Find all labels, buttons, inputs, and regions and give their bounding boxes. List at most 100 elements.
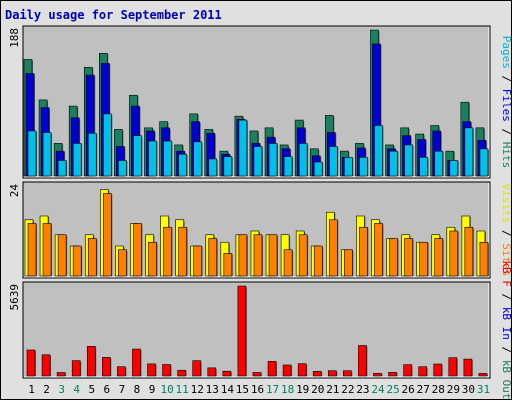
bar-sites-day-8 bbox=[133, 223, 142, 277]
bar-sites-day-26 bbox=[404, 238, 413, 277]
x-tick-day-10: 10 bbox=[160, 383, 173, 396]
bar-kb-f-day-15 bbox=[237, 285, 247, 377]
bar-sites-day-19 bbox=[298, 234, 308, 277]
y-max-label-3: 5639 bbox=[8, 284, 21, 311]
x-tick-day-26: 26 bbox=[402, 383, 415, 396]
bar-sites-day-30 bbox=[464, 226, 474, 277]
x-tick-day-24: 24 bbox=[371, 383, 385, 396]
bar-pages-day-2 bbox=[42, 132, 52, 177]
bar-sites-day-17 bbox=[268, 234, 278, 277]
x-tick-day-17: 17 bbox=[266, 383, 279, 396]
bar-pages-day-31 bbox=[479, 148, 489, 177]
bar-kb-f-day-14 bbox=[222, 370, 232, 377]
bar-pages-day-11 bbox=[178, 153, 187, 177]
bar-sites-day-16 bbox=[253, 234, 263, 277]
x-tick-day-21: 21 bbox=[326, 383, 339, 396]
x-tick-day-20: 20 bbox=[311, 383, 324, 396]
bar-kb-f-day-5 bbox=[86, 346, 96, 377]
bar-pages-day-21 bbox=[328, 146, 338, 177]
legend-part: Hits bbox=[500, 142, 512, 169]
bar-sites-day-15 bbox=[238, 234, 248, 277]
bar-sites-day-10 bbox=[163, 226, 172, 277]
bar-kb-f-day-26 bbox=[403, 364, 412, 377]
bar-pages-day-30 bbox=[464, 127, 474, 177]
bar-sites-day-24 bbox=[374, 223, 383, 277]
x-tick-day-11: 11 bbox=[176, 383, 189, 396]
bar-pages-day-22 bbox=[344, 157, 353, 177]
bar-sites-day-23 bbox=[359, 226, 368, 277]
y-max-label-2: 24 bbox=[8, 184, 21, 198]
bar-pages-day-27 bbox=[419, 157, 428, 177]
series-legend-2: Visits / Sites bbox=[500, 184, 512, 277]
x-tick-day-27: 27 bbox=[417, 383, 430, 396]
bar-sites-day-29 bbox=[449, 230, 459, 277]
x-tick-day-5: 5 bbox=[88, 383, 95, 396]
bar-pages-day-28 bbox=[434, 150, 444, 177]
bar-kb-f-day-24 bbox=[373, 372, 382, 377]
x-tick-day-14: 14 bbox=[221, 383, 235, 396]
legend-part: kB Out bbox=[500, 360, 512, 400]
bar-kb-f-day-12 bbox=[192, 360, 202, 377]
bar-sites-day-3 bbox=[57, 234, 67, 277]
x-tick-day-13: 13 bbox=[206, 383, 219, 396]
x-tick-day-9: 9 bbox=[149, 383, 156, 396]
bar-sites-day-21 bbox=[328, 219, 338, 277]
x-tick-day-31: 31 bbox=[477, 383, 490, 396]
bar-pages-day-9 bbox=[148, 140, 157, 177]
x-tick-day-15: 15 bbox=[236, 383, 249, 396]
x-tick-day-29: 29 bbox=[447, 383, 460, 396]
bar-pages-day-19 bbox=[298, 143, 308, 177]
x-tick-day-28: 28 bbox=[432, 383, 445, 396]
bar-kb-f-day-3 bbox=[56, 372, 66, 377]
bar-kb-f-day-17 bbox=[267, 361, 277, 377]
bar-pages-day-3 bbox=[57, 160, 67, 177]
bar-kb-f-day-4 bbox=[71, 360, 81, 377]
x-tick-day-3: 3 bbox=[58, 383, 65, 396]
legend-part: / bbox=[500, 287, 512, 307]
x-tick-day-22: 22 bbox=[341, 383, 354, 396]
x-tick-day-1: 1 bbox=[28, 383, 35, 396]
legend-part: Sites bbox=[500, 243, 512, 276]
bar-sites-day-4 bbox=[72, 245, 82, 277]
chart-title: Daily usage for September 2011 bbox=[5, 8, 222, 22]
bar-pages-day-5 bbox=[87, 132, 97, 177]
plot-panel-3 bbox=[22, 281, 491, 379]
bar-pages-day-14 bbox=[223, 156, 233, 177]
bar-kb-f-day-16 bbox=[252, 372, 262, 377]
bar-sites-day-11 bbox=[178, 226, 187, 277]
bar-sites-day-25 bbox=[389, 238, 398, 277]
bar-kb-f-day-8 bbox=[132, 348, 141, 377]
bar-pages-day-13 bbox=[208, 158, 218, 177]
legend-part: Pages bbox=[500, 36, 512, 69]
bar-kb-f-day-25 bbox=[388, 372, 397, 377]
bar-pages-day-10 bbox=[163, 140, 172, 177]
bar-sites-day-7 bbox=[118, 249, 127, 277]
bar-sites-day-14 bbox=[223, 253, 233, 277]
bar-pages-day-23 bbox=[359, 157, 368, 177]
x-tick-day-19: 19 bbox=[296, 383, 309, 396]
bar-pages-day-17 bbox=[268, 143, 278, 177]
x-tick-day-7: 7 bbox=[119, 383, 126, 396]
x-tick-day-6: 6 bbox=[104, 383, 111, 396]
x-tick-day-12: 12 bbox=[191, 383, 204, 396]
x-tick-day-16: 16 bbox=[251, 383, 264, 396]
x-tick-day-23: 23 bbox=[356, 383, 369, 396]
bar-pages-day-6 bbox=[103, 113, 112, 177]
bar-kb-f-day-23 bbox=[358, 345, 367, 377]
x-tick-day-8: 8 bbox=[134, 383, 141, 396]
y-max-label-1: 188 bbox=[8, 28, 21, 48]
legend-part: / bbox=[500, 122, 512, 142]
bar-kb-f-day-22 bbox=[343, 370, 352, 377]
x-tick-day-30: 30 bbox=[462, 383, 475, 396]
legend-part: / bbox=[500, 223, 512, 243]
bar-sites-day-31 bbox=[479, 241, 489, 277]
legend-part: / bbox=[500, 340, 512, 360]
bar-pages-day-16 bbox=[253, 146, 263, 177]
bar-kb-f-day-21 bbox=[327, 370, 337, 377]
legend-part: / bbox=[500, 69, 512, 89]
bar-kb-f-day-13 bbox=[207, 367, 217, 377]
bar-pages-day-7 bbox=[118, 160, 127, 177]
x-tick-day-18: 18 bbox=[281, 383, 294, 396]
bar-sites-day-28 bbox=[434, 238, 444, 277]
